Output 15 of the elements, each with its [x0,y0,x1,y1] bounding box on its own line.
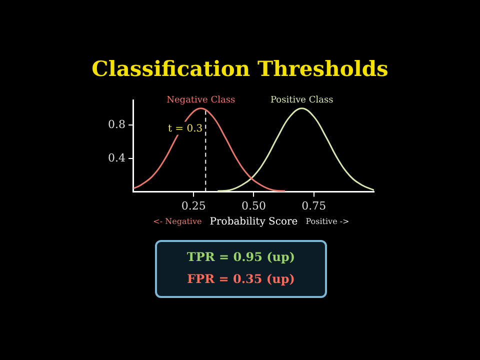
y-tick-label: 0.4 [108,151,126,164]
x-tick-label: 0.25 [181,199,206,212]
text: Positive -> [306,217,350,226]
y-tick-label: 0.8 [108,118,126,131]
x-axis-title: Probability Score [210,216,298,228]
ref-line-label: t = 0.3 [168,124,203,135]
series-label: Negative Class [166,95,236,106]
line-series [216,108,374,192]
line-series [133,108,286,192]
info-panel: TPR = 0.95 (up) FPR = 0.35 (up) [155,240,327,298]
chart-title: Classification Thresholds [90,56,390,81]
text: <- Negative [153,217,202,226]
x-tick-label: 0.50 [241,199,266,212]
x-tick-label: 0.75 [302,199,326,212]
series-label: Positive Class [270,95,334,106]
